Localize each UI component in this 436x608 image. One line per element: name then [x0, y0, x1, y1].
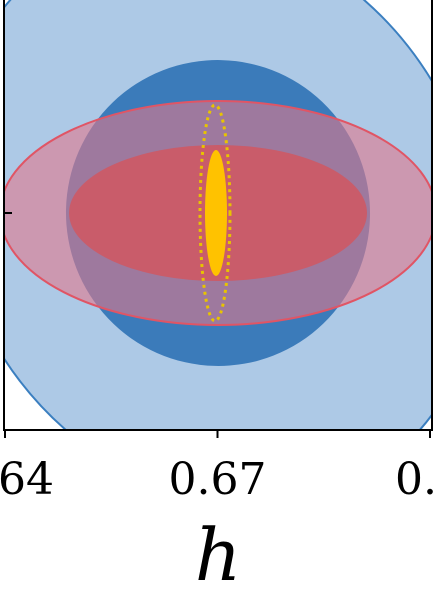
x-tick-label: 0.64	[0, 454, 54, 505]
inner-contour-yellow	[205, 150, 227, 276]
x-tick-label: 0.67	[169, 454, 267, 505]
outer-contour-yellow	[198, 103, 232, 323]
x-tick-label: 0.7	[395, 454, 436, 505]
x-axis-label: h	[195, 513, 241, 597]
